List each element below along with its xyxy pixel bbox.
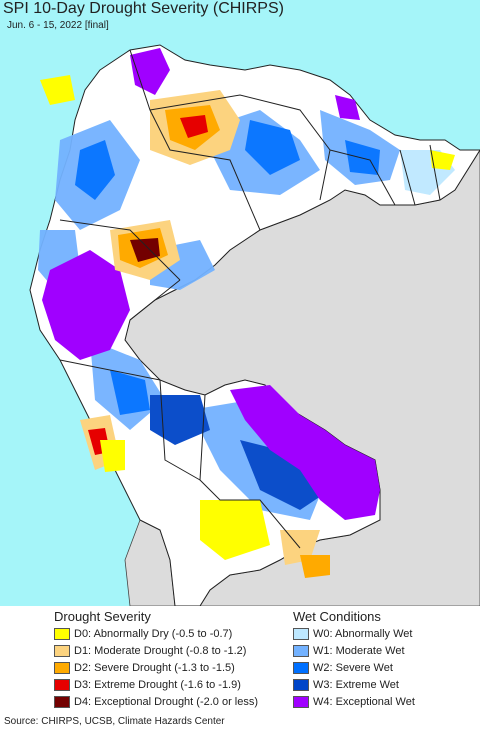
swatch-w1 xyxy=(293,645,309,657)
d2-patch xyxy=(300,555,330,578)
map-title: SPI 10-Day Drought Severity (CHIRPS) xyxy=(3,0,284,17)
d0-patch xyxy=(100,440,125,472)
legend-item-d0: D0: Abnormally Dry (-0.5 to -0.7) xyxy=(54,627,232,641)
legend-label-d3: D3: Extreme Drought (-1.6 to -1.9) xyxy=(74,679,241,691)
legend-label-d2: D2: Severe Drought (-1.3 to -1.5) xyxy=(74,662,235,674)
legend-item-d2: D2: Severe Drought (-1.3 to -1.5) xyxy=(54,661,235,675)
legend-label-d0: D0: Abnormally Dry (-0.5 to -0.7) xyxy=(74,628,233,640)
legend-label-w3: W3: Extreme Wet xyxy=(313,679,399,691)
drought-map: SPI 10-Day Drought Severity (CHIRPS) Jun… xyxy=(0,0,480,606)
legend-item-d1: D1: Moderate Drought (-0.8 to -1.2) xyxy=(54,644,246,658)
swatch-d3 xyxy=(54,679,70,691)
swatch-d4 xyxy=(54,696,70,708)
legend-item-w1: W1: Moderate Wet xyxy=(293,644,405,658)
legend-label-d1: D1: Moderate Drought (-0.8 to -1.2) xyxy=(74,645,247,657)
legend-label-w4: W4: Exceptional Wet xyxy=(313,696,415,708)
legend-drought-title: Drought Severity xyxy=(54,609,151,624)
w4-patch xyxy=(335,95,360,120)
legend-label-d4: D4: Exceptional Drought (-2.0 or less) xyxy=(74,696,259,708)
d0-patch xyxy=(40,75,75,105)
w2-patch xyxy=(75,140,115,200)
legend-item-w3: W3: Extreme Wet xyxy=(293,678,399,692)
d4-patch xyxy=(130,238,160,262)
w3-patch xyxy=(240,440,330,510)
w2-patch xyxy=(110,370,150,415)
swatch-w0 xyxy=(293,628,309,640)
source-credit: Source: CHIRPS, UCSB, Climate Hazards Ce… xyxy=(4,716,225,727)
w2-patch xyxy=(245,120,300,175)
swatch-w2 xyxy=(293,662,309,674)
legend-wet-title: Wet Conditions xyxy=(293,609,381,624)
w2-patch xyxy=(345,140,380,175)
legend-item-w4: W4: Exceptional Wet xyxy=(293,695,415,709)
w3-patch xyxy=(150,395,210,445)
w4-patch xyxy=(230,385,380,520)
w4-patch xyxy=(130,48,170,95)
drought-patches xyxy=(40,75,455,578)
legend-item-w2: W2: Severe Wet xyxy=(293,661,393,675)
swatch-w3 xyxy=(293,679,309,691)
w4-patches xyxy=(42,48,380,520)
legend: Drought Severity Wet Conditions D0: Abno… xyxy=(0,606,480,714)
swatch-d2 xyxy=(54,662,70,674)
legend-label-w1: W1: Moderate Wet xyxy=(313,645,405,657)
d3-patch xyxy=(180,115,208,138)
map-subtitle: Jun. 6 - 15, 2022 [final] xyxy=(7,20,109,31)
legend-label-w2: W2: Severe Wet xyxy=(313,662,393,674)
swatch-d0 xyxy=(54,628,70,640)
legend-item-d4: D4: Exceptional Drought (-2.0 or less) xyxy=(54,695,258,709)
w4-patch xyxy=(42,250,130,360)
swatch-d1 xyxy=(54,645,70,657)
swatch-w4 xyxy=(293,696,309,708)
country-borders xyxy=(59,49,441,549)
d0-patch xyxy=(200,500,270,560)
legend-item-w0: W0: Abnormally Wet xyxy=(293,627,412,641)
d0-patch xyxy=(430,150,455,170)
legend-item-d3: D3: Extreme Drought (-1.6 to -1.9) xyxy=(54,678,241,692)
legend-label-w0: W0: Abnormally Wet xyxy=(313,628,413,640)
